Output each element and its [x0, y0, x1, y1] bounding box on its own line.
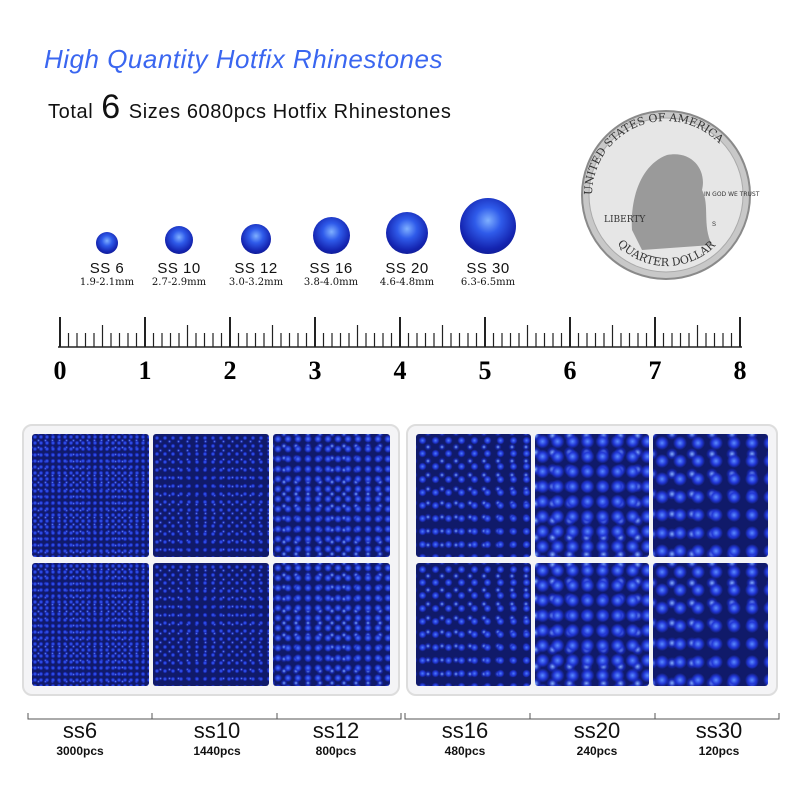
- count-pcs: 1440pcs: [193, 744, 241, 758]
- ruler: 0 1 2 3 4 5 6 7 8: [54, 317, 747, 385]
- rhinestone-image: [460, 198, 516, 254]
- ruler-label: 4: [394, 356, 407, 385]
- compartment-ss10: [152, 563, 270, 686]
- ruler-label: 3: [309, 356, 322, 385]
- subtitle-suffix: Sizes 6080pcs Hotfix Rhinestones: [128, 101, 452, 123]
- size-mm: 3.8-4.0mm: [303, 277, 359, 288]
- size-name: SS 10: [157, 260, 201, 277]
- size-name: SS 16: [309, 260, 353, 277]
- size-item: SS 30 6.3-6.5mm: [448, 198, 528, 288]
- ruler-label: 7: [649, 356, 662, 385]
- count-pcs: 480pcs: [444, 744, 486, 758]
- compartment-brackets: [27, 713, 780, 720]
- quarter-coin-image: UNITED STATES OF AMERICA LIBERTY IN GOD …: [581, 110, 760, 280]
- count-pcs: 120pcs: [698, 744, 740, 758]
- count-label: ss6 3000pcs: [56, 718, 103, 758]
- count-pcs: 240pcs: [576, 744, 618, 758]
- count-size: ss30: [695, 718, 743, 743]
- storage-box-right: [406, 424, 778, 696]
- compartment-ss20: [534, 563, 650, 686]
- compartment-ss30: [653, 563, 768, 686]
- size-item: SS 12 3.0-3.2mm: [216, 224, 296, 288]
- rhinestone-image: [96, 232, 118, 254]
- compartment-ss16: [416, 434, 531, 557]
- size-item: SS 20 4.6-4.8mm: [367, 212, 447, 288]
- count-pcs: 3000pcs: [56, 744, 104, 758]
- coin-liberty: LIBERTY: [604, 215, 646, 225]
- ruler-label: 0: [54, 356, 67, 385]
- count-label: ss10 1440pcs: [193, 718, 240, 758]
- compartment-ss12: [273, 434, 390, 557]
- size-mm: 4.6-4.8mm: [379, 277, 435, 288]
- size-name: SS 12: [234, 260, 278, 277]
- ruler-label: 8: [734, 356, 747, 385]
- compartment-ss20: [534, 434, 650, 557]
- compartment-ss6: [32, 563, 149, 686]
- count-size: ss12: [312, 718, 360, 743]
- subheadline: Total 6 Sizes 6080pcs Hotfix Rhinestones: [48, 88, 451, 127]
- rhinestone-image: [312, 217, 350, 254]
- size-mm: 2.7-2.9mm: [151, 277, 207, 288]
- headline: High Quantity Hotfix Rhinestones: [44, 44, 443, 74]
- size-name: SS 30: [466, 260, 510, 277]
- count-label: ss12 800pcs: [313, 718, 359, 758]
- rhinestone-image: [386, 212, 428, 254]
- ruler-label: 2: [224, 356, 237, 385]
- count-size: ss16: [441, 718, 489, 743]
- size-name: SS 6: [89, 260, 125, 277]
- rhinestone-image: [165, 226, 193, 254]
- compartment-ss10: [152, 434, 270, 557]
- size-mm: 6.3-6.5mm: [460, 277, 516, 288]
- count-size: ss20: [573, 718, 621, 743]
- size-item: SS 10 2.7-2.9mm: [139, 226, 219, 288]
- size-item: SS 16 3.8-4.0mm: [291, 217, 371, 288]
- size-mm: 3.0-3.2mm: [228, 277, 284, 288]
- ruler-label: 6: [564, 356, 577, 385]
- ruler-label: 1: [139, 356, 152, 385]
- size-name: SS 20: [385, 260, 429, 277]
- count-size: ss10: [193, 718, 241, 743]
- storage-box-left: [22, 424, 400, 696]
- subtitle-number: 6: [101, 88, 121, 126]
- count-label: ss16 480pcs: [442, 718, 488, 758]
- subtitle-prefix: Total: [48, 101, 94, 123]
- count-label: ss30 120pcs: [696, 718, 742, 758]
- count-size: ss6: [62, 718, 98, 743]
- coin-mint: S: [712, 222, 716, 228]
- count-pcs: 800pcs: [315, 744, 357, 758]
- size-chart: SS 6 1.9-2.1mm SS 10 2.7-2.9mm SS 12 3.0-3.…: [80, 190, 540, 300]
- coin-motto: IN GOD WE TRUST: [704, 191, 760, 198]
- compartment-ss30: [653, 434, 768, 557]
- count-label: ss20 240pcs: [574, 718, 620, 758]
- rhinestone-image: [241, 224, 271, 254]
- compartment-ss12: [273, 563, 390, 686]
- compartment-ss16: [416, 563, 531, 686]
- compartment-ss6: [32, 434, 149, 557]
- size-item: SS 6 1.9-2.1mm: [67, 232, 147, 288]
- ruler-label: 5: [479, 356, 492, 385]
- size-mm: 1.9-2.1mm: [79, 277, 135, 288]
